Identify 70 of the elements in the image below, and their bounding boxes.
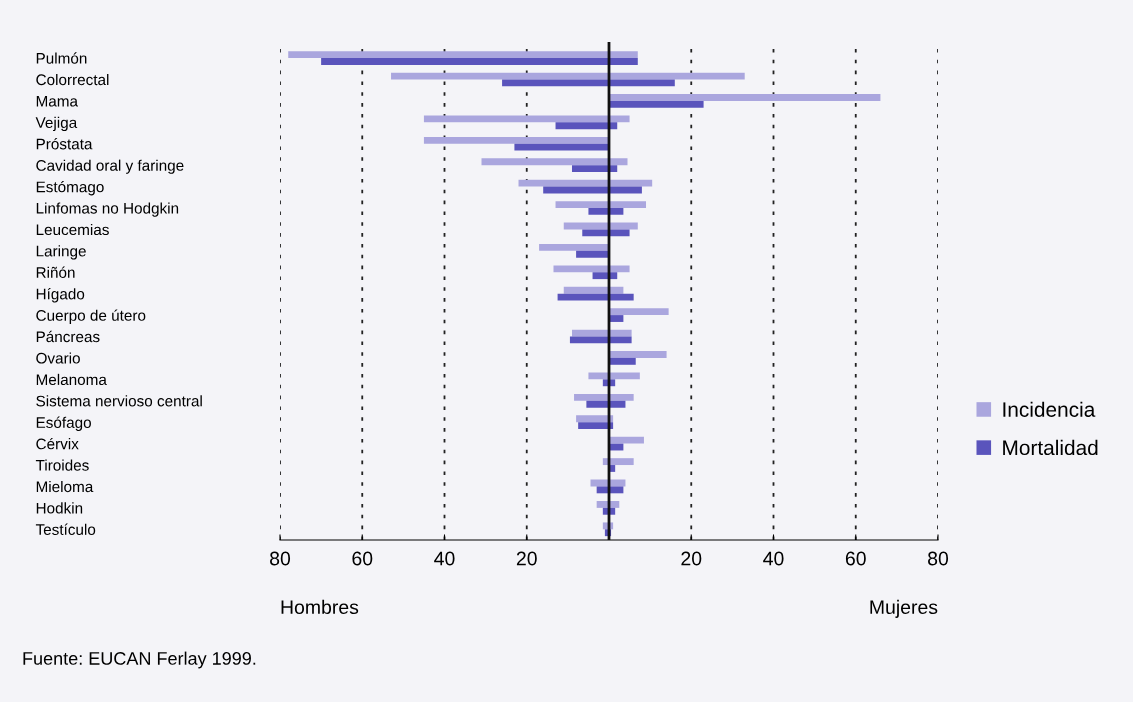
bar	[514, 143, 609, 151]
bar	[571, 329, 632, 337]
x-tick-label: 40	[763, 551, 784, 566]
y-tick-label: Mama	[36, 95, 78, 107]
y-tick-label: Laringe	[36, 245, 86, 260]
bar	[518, 179, 653, 187]
y-tick-label: Pulmón	[36, 52, 87, 64]
y-tick-label: Melanoma	[36, 373, 107, 386]
bar	[596, 486, 624, 494]
y-tick-label: Estómago	[36, 180, 104, 196]
bar	[571, 165, 618, 173]
y-tick-label: Mieloma	[36, 480, 94, 493]
bar	[596, 501, 620, 508]
bar	[576, 250, 609, 258]
y-tick-label: Cuerpo de útero	[36, 309, 146, 324]
bar	[557, 293, 634, 301]
bar	[609, 315, 624, 322]
x-tick-label: 80	[270, 551, 291, 566]
bar	[586, 400, 626, 408]
bar	[609, 351, 667, 358]
y-tick-label: Riñón	[36, 266, 75, 278]
bar	[609, 308, 669, 316]
y-tick-label: Colorrectal	[36, 73, 109, 86]
y-tick-label: Hígado	[36, 288, 85, 303]
bar	[321, 58, 638, 65]
text: Mujeres	[870, 599, 938, 618]
bar	[609, 436, 644, 444]
bar	[588, 208, 624, 215]
y-tick-label: Cavidad oral y faringe	[36, 159, 184, 174]
y-tick-label: Páncreas	[36, 330, 100, 343]
text: Hombres	[281, 599, 359, 615]
bar	[592, 272, 618, 280]
x-tick-label: 40	[434, 551, 455, 566]
x-tick-label: 20	[516, 551, 537, 566]
y-tick-label: Testículo	[35, 523, 96, 535]
bar	[423, 136, 609, 144]
y-tick-label: Linfomas no Hodgkin	[36, 202, 179, 217]
bar	[555, 201, 647, 208]
bar	[423, 115, 630, 123]
bar	[602, 458, 634, 466]
bar	[609, 94, 881, 101]
bar	[288, 51, 638, 59]
legend-label: Mortalidad	[1003, 439, 1098, 456]
x-tick-label: 20	[681, 551, 702, 566]
y-tick-label: Leucemias	[36, 223, 109, 236]
bar	[539, 243, 609, 251]
y-tick-label: Próstata	[36, 138, 93, 150]
bar	[582, 229, 630, 237]
y-tick-label: Tiroides	[35, 459, 89, 471]
bar	[502, 79, 675, 87]
x-tick-label: 80	[928, 551, 949, 566]
y-tick-label: Sistema nervioso central	[36, 395, 202, 407]
bar	[481, 158, 628, 166]
bar	[555, 122, 618, 130]
bar	[609, 100, 704, 108]
y-tick-label: Cérvix	[36, 437, 79, 450]
bar	[609, 357, 636, 365]
bar	[576, 415, 614, 423]
bar	[553, 265, 630, 273]
bar	[574, 393, 634, 401]
source-note: Fuente: EUCAN Ferlay 1999.	[23, 651, 256, 669]
y-tick-label: Hodkin	[36, 502, 83, 514]
x-tick-label: 60	[845, 551, 866, 566]
legend-label: Incidencia	[1003, 401, 1096, 417]
bar	[578, 422, 614, 430]
bar	[563, 286, 624, 294]
x-tick-label: 60	[352, 551, 373, 566]
y-tick-label: Ovario	[36, 352, 80, 364]
y-tick-label: Esófago	[36, 416, 91, 431]
y-tick-label: Vejiga	[35, 116, 78, 132]
